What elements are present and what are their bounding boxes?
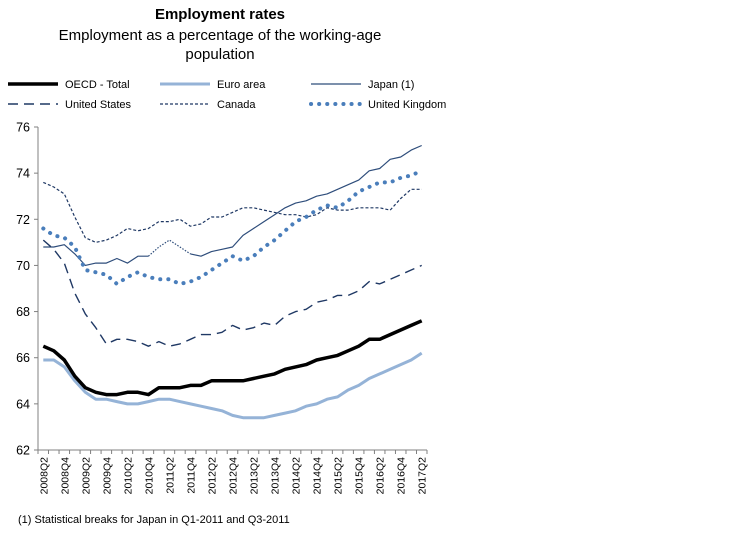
x-tick-label: 2012Q2	[206, 457, 218, 495]
legend: OECD - Total Euro area Japan (1) United Sta…	[8, 79, 446, 111]
legend-label-euro-area: Euro area	[217, 79, 266, 91]
chart-title: Employment rates	[154, 6, 286, 23]
chart-subtitle: Employment as a percentage of the workin…	[58, 27, 382, 63]
legend-label-canada: Canada	[217, 99, 256, 111]
x-tick-label: 2009Q4	[101, 457, 113, 495]
x-tick-label: 2011Q4	[185, 457, 197, 494]
series-line-canada	[43, 181, 422, 243]
series-line-japan-1	[43, 144, 422, 266]
y-tick-label: 70	[16, 259, 30, 273]
y-tick-label: 68	[16, 305, 30, 319]
legend-label-united-states: United States	[65, 99, 132, 111]
legend-label-japan-1: Japan (1)	[368, 79, 414, 91]
series-lines	[41, 144, 424, 420]
x-tick-label: 2014Q2	[291, 457, 303, 495]
x-tick-label: 2013Q2	[249, 457, 261, 495]
legend-label-united-kingdom: United Kingdom	[368, 99, 446, 111]
x-tick-label: 2008Q2	[38, 457, 50, 495]
x-tick-label: 2013Q4	[270, 457, 282, 495]
y-tick-label: 64	[16, 397, 30, 411]
x-tick-label: 2014Q4	[312, 457, 324, 495]
y-tick-label: 76	[16, 121, 30, 135]
x-tick-label: 2010Q4	[143, 457, 155, 495]
x-tick-label: 2008Q4	[59, 457, 71, 495]
x-tick-label: 2017Q2	[417, 457, 429, 495]
y-tick-label: 66	[16, 351, 30, 365]
y-tick-label: 74	[16, 167, 30, 181]
x-tick-label: 2009Q2	[80, 457, 92, 495]
x-tick-label: 2016Q4	[396, 457, 408, 495]
series-line-united-states	[42, 239, 422, 347]
x-tick-label: 2012Q4	[228, 457, 240, 495]
y-tick-label: 72	[16, 213, 30, 227]
series-line-euro-area	[43, 351, 423, 420]
x-tick-label: 2015Q2	[333, 457, 345, 495]
axes: 62 64 66 68 70 72 74 76 2008Q2 2008Q4 2009Q2 2009Q4…	[16, 121, 429, 495]
series-line-oecd-total	[42, 319, 423, 397]
footnote: (1) Statistical breaks for Japan in Q1-2…	[18, 514, 290, 526]
japan-break-segment	[148, 239, 191, 257]
series-line-united-kingdom	[41, 168, 424, 286]
x-tick-label: 2015Q4	[354, 457, 366, 495]
y-tick-label: 62	[16, 444, 30, 458]
legend-label-oecd-total: OECD - Total	[65, 79, 130, 91]
x-tick-label: 2011Q2	[164, 457, 176, 494]
x-tick-label: 2016Q2	[375, 457, 387, 495]
x-tick-label: 2010Q2	[122, 457, 134, 495]
